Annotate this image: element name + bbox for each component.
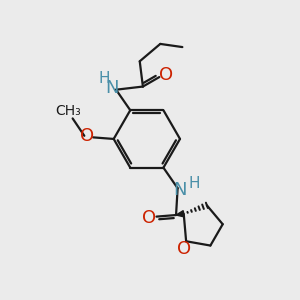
Text: N: N bbox=[106, 79, 119, 97]
Polygon shape bbox=[176, 211, 184, 217]
Text: O: O bbox=[80, 127, 94, 145]
Text: N: N bbox=[173, 181, 187, 199]
Text: O: O bbox=[142, 209, 157, 227]
Text: H: H bbox=[98, 71, 110, 86]
Text: O: O bbox=[178, 240, 192, 258]
Text: CH₃: CH₃ bbox=[55, 104, 81, 118]
Text: H: H bbox=[188, 176, 200, 191]
Text: O: O bbox=[159, 67, 173, 85]
